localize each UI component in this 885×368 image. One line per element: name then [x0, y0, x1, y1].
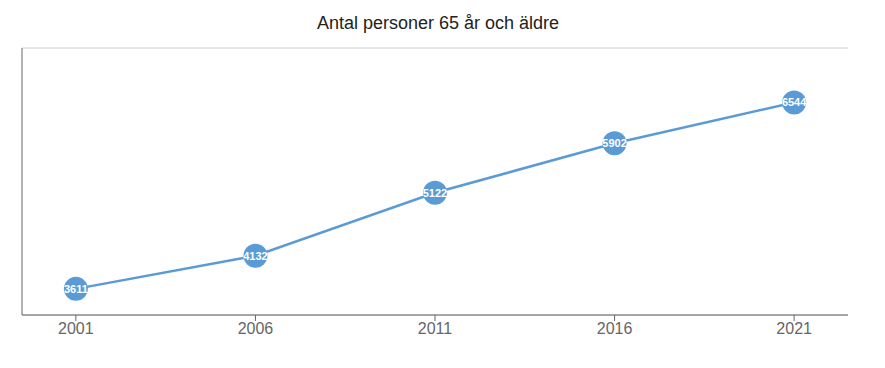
svg-text:2016: 2016 [597, 320, 633, 337]
svg-text:2006: 2006 [238, 320, 274, 337]
svg-text:2001: 2001 [58, 320, 94, 337]
svg-text:5902: 5902 [602, 137, 626, 149]
svg-text:6544: 6544 [782, 96, 807, 108]
svg-text:2021: 2021 [776, 320, 812, 337]
svg-text:2011: 2011 [418, 320, 453, 337]
html-text:Antal personer 65 år och äldre: Antal personer 65 år och äldre [316, 13, 560, 33]
svg-text:5122: 5122 [423, 187, 447, 199]
svg-text:3611: 3611 [64, 283, 88, 295]
svg-text:4132: 4132 [243, 250, 267, 262]
